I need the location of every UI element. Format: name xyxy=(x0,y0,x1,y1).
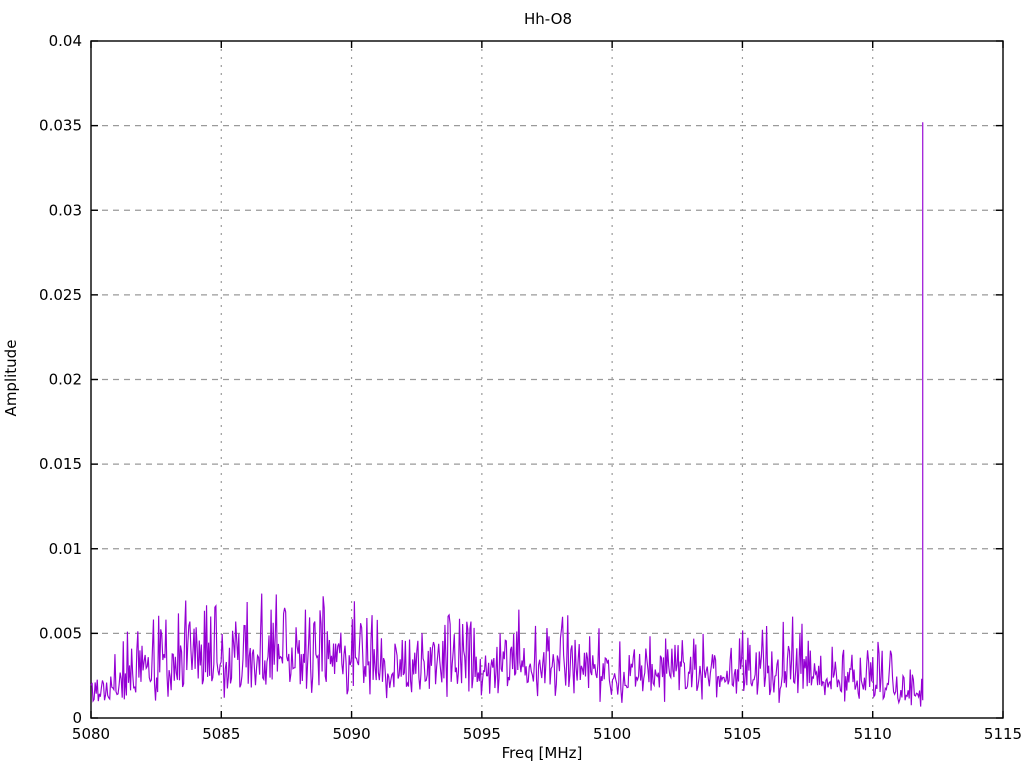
x-tick-label: 5105 xyxy=(723,725,761,743)
y-tick-label: 0.03 xyxy=(49,201,82,219)
y-tick-label: 0.04 xyxy=(49,32,82,50)
grid-lines xyxy=(91,41,1003,718)
chart-title: Hh-O8 xyxy=(524,10,572,28)
x-tick-label: 5095 xyxy=(463,725,501,743)
y-axis-tick-labels: 0 0.005 0.01 0.015 0.02 0.025 0.03 0.035 0.04 xyxy=(39,32,82,727)
x-tick-label: 5080 xyxy=(72,725,110,743)
x-axis-tick-labels: 5080 5085 5090 5095 5100 5105 5110 5115 xyxy=(72,725,1022,743)
y-tick-label: 0.01 xyxy=(49,540,82,558)
y-tick-label: 0.005 xyxy=(39,624,82,642)
x-tick-label: 5090 xyxy=(332,725,370,743)
y-tick-label: 0.02 xyxy=(49,371,82,389)
y-tick-label: 0.015 xyxy=(39,455,82,473)
x-tick-label: 5100 xyxy=(593,725,631,743)
x-axis-title: Freq [MHz] xyxy=(502,744,583,762)
y-tick-label: 0.035 xyxy=(39,117,82,135)
y-tick-label: 0.025 xyxy=(39,286,82,304)
x-tick-label: 5110 xyxy=(854,725,892,743)
y-tick-label: 0 xyxy=(72,709,82,727)
spectrum-trace xyxy=(90,122,924,707)
axis-tick-marks xyxy=(90,40,1004,719)
x-tick-label: 5115 xyxy=(984,725,1022,743)
x-tick-label: 5085 xyxy=(202,725,240,743)
data-trace-layer xyxy=(90,122,924,707)
y-axis-title: Amplitude xyxy=(2,340,20,417)
